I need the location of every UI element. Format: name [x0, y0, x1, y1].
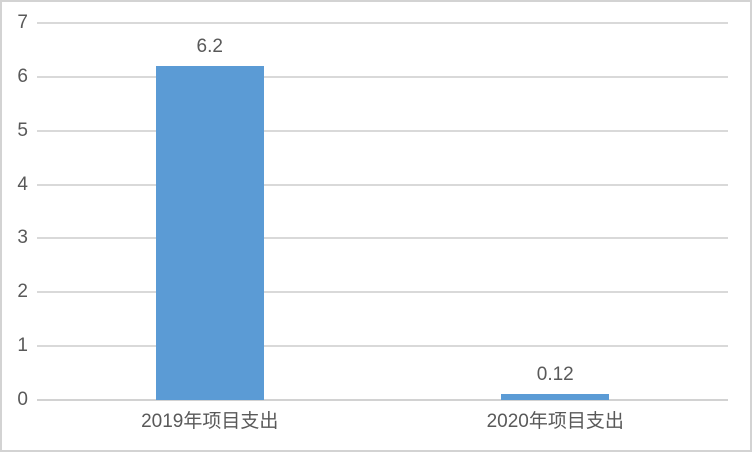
y-axis-tick-label: 6: [17, 65, 28, 87]
bar-1: [155, 66, 264, 400]
gridline: [37, 22, 728, 24]
y-axis-tick-label: 7: [17, 12, 28, 33]
y-axis-tick-label: 2: [17, 281, 28, 303]
gridline: [37, 345, 728, 348]
y-axis-tick-label: 1: [17, 335, 28, 357]
category-label: 2020年项目支出: [486, 411, 624, 432]
data-label: 0.12: [536, 363, 574, 385]
x-axis-line: [37, 399, 728, 401]
y-axis-tick-label: 3: [17, 227, 28, 249]
category-label: 2019年项目支出: [141, 411, 279, 432]
gridline: [37, 183, 728, 186]
gridline: [37, 237, 728, 240]
bar-2: [501, 393, 610, 400]
y-axis-tick-label: 4: [17, 173, 28, 195]
x-axis-category-labels: 2019年项目支出 2020年项目支出: [37, 408, 728, 440]
gridline: [37, 291, 728, 294]
y-axis-tick-label: 5: [17, 119, 28, 141]
plot-area: 6.2 0.12: [37, 22, 728, 401]
gridline: [37, 129, 728, 132]
y-axis-tick-label: 0: [17, 389, 28, 410]
y-axis-tick-labels: 0 1 2 3 4 5 6 7: [2, 12, 28, 410]
data-label: 6.2: [196, 36, 223, 58]
gridline: [37, 75, 728, 78]
